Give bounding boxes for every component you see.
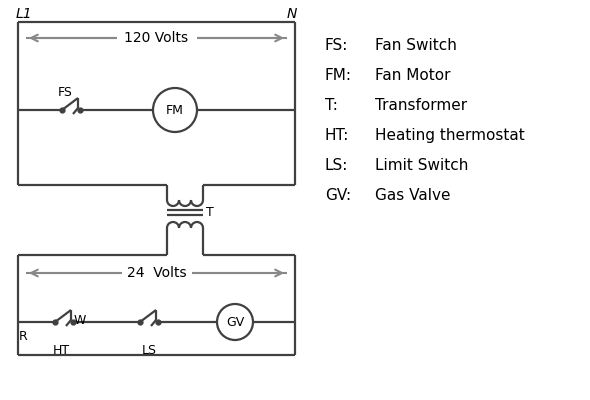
Text: 24  Volts: 24 Volts (127, 266, 186, 280)
Text: Fan Switch: Fan Switch (375, 38, 457, 53)
Text: FS:: FS: (325, 38, 348, 53)
Text: T: T (206, 206, 214, 219)
Text: Transformer: Transformer (375, 98, 467, 113)
Text: Fan Motor: Fan Motor (375, 68, 451, 83)
Text: T:: T: (325, 98, 338, 113)
Text: FM:: FM: (325, 68, 352, 83)
Text: LS:: LS: (325, 158, 348, 173)
Text: Limit Switch: Limit Switch (375, 158, 468, 173)
Text: FS: FS (58, 86, 73, 98)
Text: GV:: GV: (325, 188, 351, 203)
Text: GV: GV (226, 316, 244, 328)
Text: Gas Valve: Gas Valve (375, 188, 451, 203)
Text: N: N (287, 7, 297, 21)
Text: R: R (19, 330, 28, 342)
Text: L1: L1 (16, 7, 32, 21)
Text: LS: LS (142, 344, 157, 356)
Text: FM: FM (166, 104, 184, 116)
Text: W: W (74, 314, 86, 326)
Text: 120 Volts: 120 Volts (124, 31, 189, 45)
Text: Heating thermostat: Heating thermostat (375, 128, 525, 143)
Text: HT:: HT: (325, 128, 349, 143)
Text: HT: HT (53, 344, 70, 356)
